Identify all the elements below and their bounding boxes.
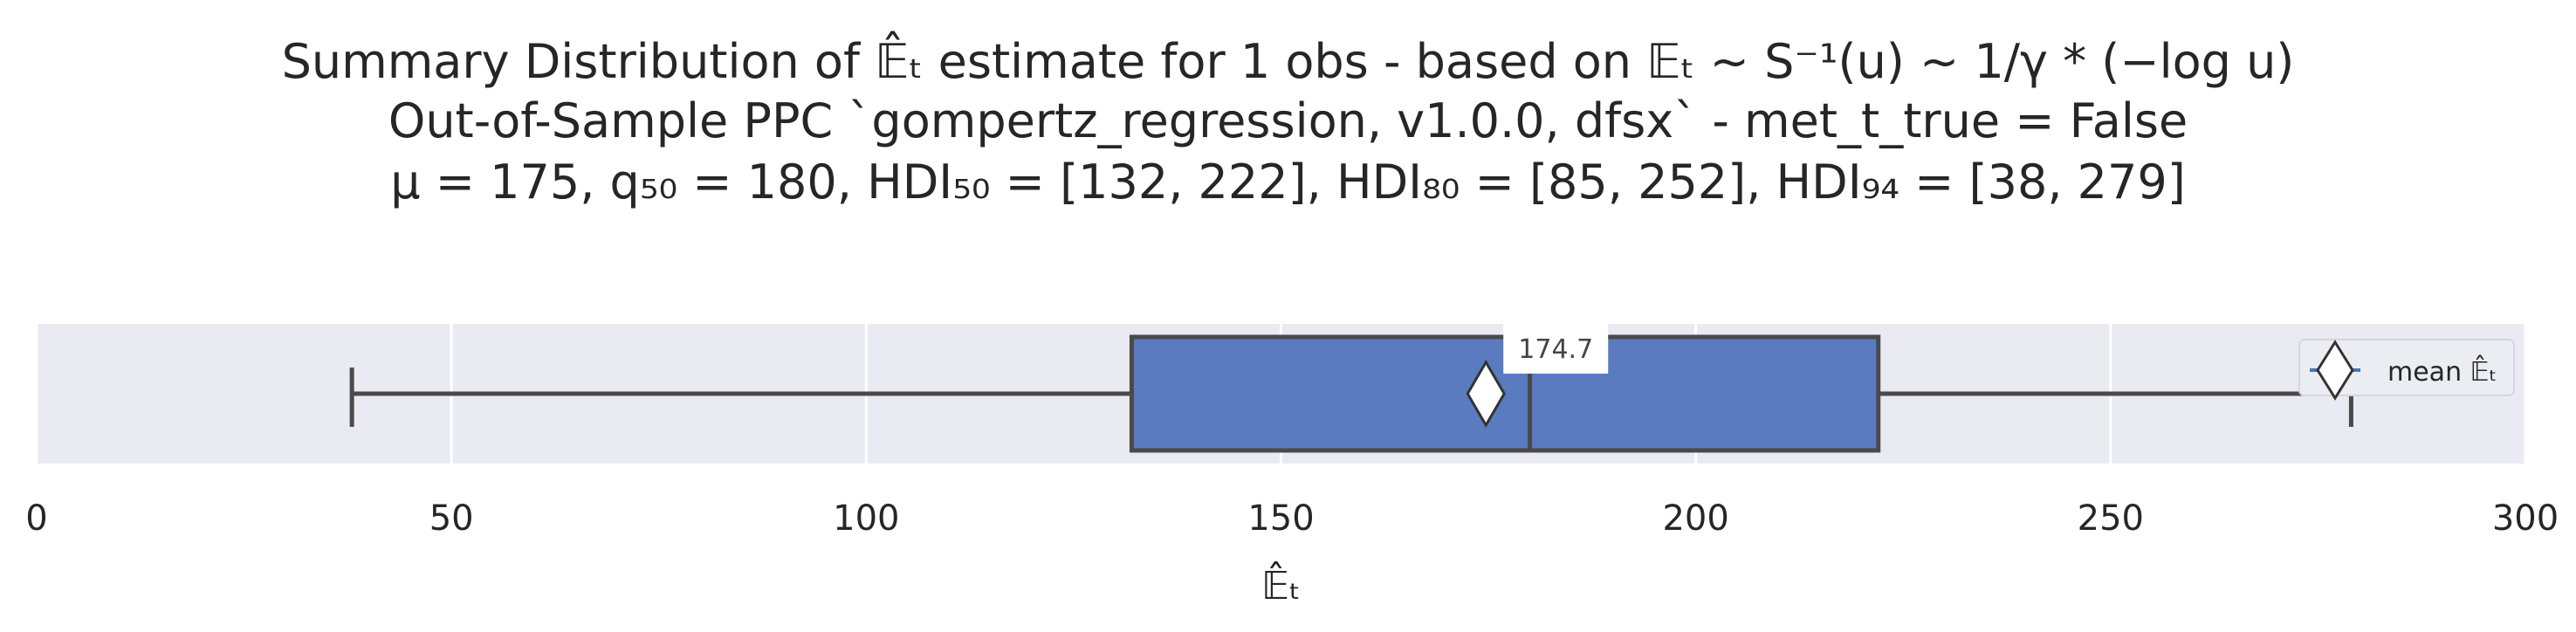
legend-label-mean: mean 𝔼̂ₜ bbox=[2387, 354, 2497, 388]
x-tick-labels: 0 50 100 150 200 250 300 bbox=[25, 498, 2559, 539]
legend-diamond-marker bbox=[2316, 340, 2354, 401]
x-tick-label: 50 bbox=[429, 498, 474, 539]
x-tick-label: 100 bbox=[833, 498, 899, 539]
x-tick-label: 250 bbox=[2078, 498, 2144, 539]
legend bbox=[2298, 339, 2515, 396]
x-tick-label: 150 bbox=[1247, 498, 1314, 539]
x-tick-label: 300 bbox=[2492, 498, 2559, 539]
chart-title-line-3: μ = 175, q₅₀ = 180, HDI₅₀ = [132, 222], … bbox=[390, 155, 2186, 210]
chart-title-line-2: Out-of-Sample PPC `gompertz_regression, … bbox=[388, 93, 2188, 148]
x-tick-label: 0 bbox=[25, 498, 47, 539]
x-axis-label: 𝔼̂ₜ bbox=[1261, 560, 1301, 608]
mean-annotation-label: 174.7 bbox=[1518, 334, 1593, 365]
mean-annotation-box bbox=[1503, 323, 1609, 374]
mean-diamond-marker bbox=[1466, 360, 1506, 428]
x-tick-label: 200 bbox=[1662, 498, 1728, 539]
chart-title-line-1: Summary Distribution of 𝔼̂ₜ estimate for… bbox=[281, 34, 2295, 89]
